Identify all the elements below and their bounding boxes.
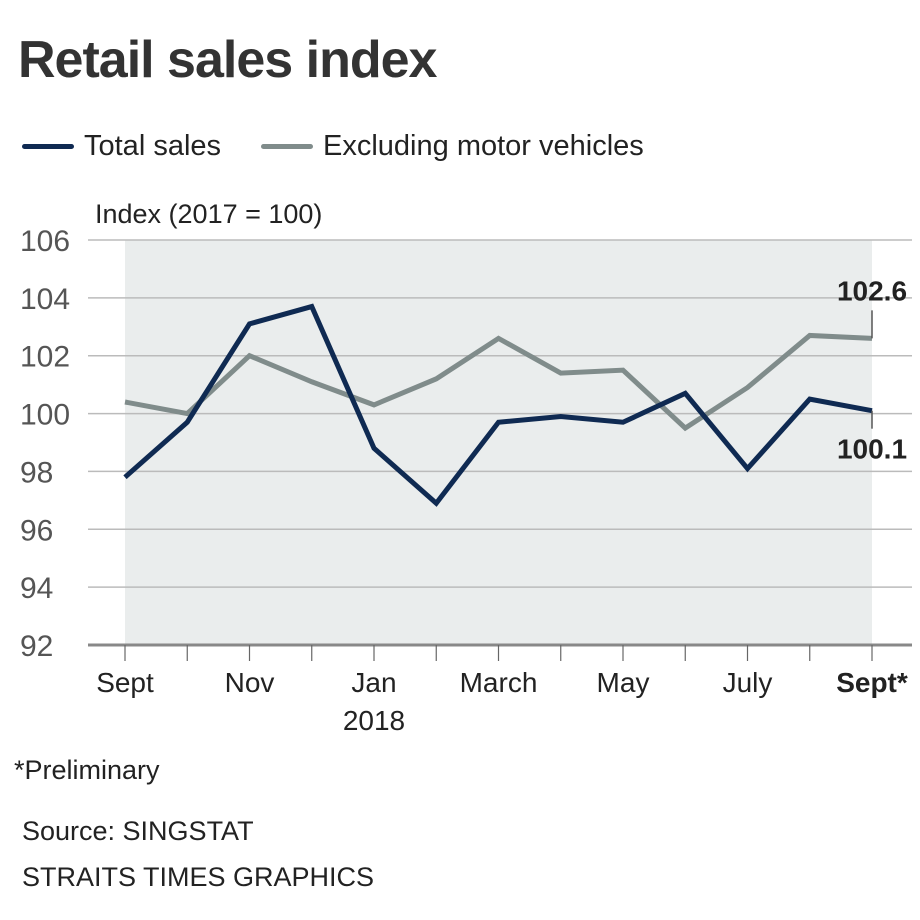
legend-label: Total sales: [84, 130, 222, 162]
legend-label: Excluding motor vehicles: [323, 130, 644, 162]
x-tick-label: Nov: [225, 667, 275, 698]
y-tick-label: 98: [20, 456, 53, 489]
footnote: *Preliminary: [14, 755, 160, 785]
y-tick-label: 106: [20, 225, 70, 258]
x-tick-label: Jan: [351, 667, 396, 698]
y-tick-label: 104: [20, 283, 70, 316]
x-tick-label: March: [460, 667, 538, 698]
y-tick-label: 92: [20, 630, 53, 663]
credit: STRAITS TIMES GRAPHICS: [22, 862, 375, 892]
x-tick-sublabel: 2018: [343, 705, 405, 736]
annotation-label: 100.1: [837, 434, 907, 465]
annotation-label: 102.6: [837, 275, 907, 306]
legend-swatch: [261, 144, 314, 149]
x-tick-label: July: [723, 667, 773, 698]
y-tick-label: 100: [20, 399, 70, 432]
source: Source: SINGSTAT: [22, 816, 254, 846]
legend-item-total-sales: Total sales: [22, 130, 221, 163]
x-tick-label: Sept: [96, 667, 154, 698]
y-tick-label: 94: [20, 572, 53, 605]
chart-title: Retail sales index: [18, 31, 437, 89]
plot-area: Index (2017 = 100) 92 94 96 98 100 102 104 106 S…: [20, 199, 912, 736]
plot-background: [125, 240, 872, 645]
y-axis-label: Index (2017 = 100): [95, 199, 322, 229]
x-tick-label: Sept*: [836, 667, 908, 698]
x-tick-label: May: [597, 667, 650, 698]
legend: Total sales Excluding motor vehicles: [22, 130, 644, 163]
legend-swatch: [22, 144, 74, 149]
legend-item-excluding-motor: Excluding motor vehicles: [261, 130, 644, 163]
y-tick-label: 102: [20, 341, 70, 374]
y-tick-label: 96: [20, 514, 53, 547]
